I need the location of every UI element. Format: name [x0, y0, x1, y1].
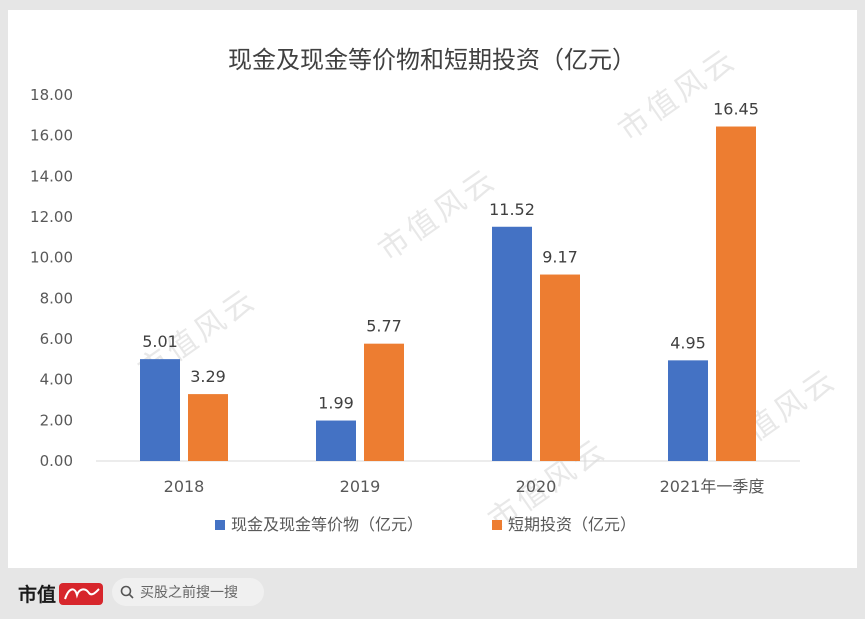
bar: [492, 226, 532, 461]
bar: [140, 359, 180, 461]
x-tick-label: 2021年一季度: [660, 477, 765, 496]
data-label: 9.17: [542, 248, 578, 267]
y-tick-label: 8.00: [40, 289, 73, 307]
y-tick-label: 12.00: [30, 208, 73, 226]
footer-bar: 市值 买股之前搜一搜: [0, 568, 865, 619]
bar: [316, 420, 356, 461]
x-tick-label: 2018: [164, 477, 205, 496]
bar: [668, 360, 708, 461]
bar-chart: 现金及现金等价物和短期投资（亿元） 0.00 2.00 4.00 6.00 8.00 10.…: [30, 46, 800, 534]
bar: [716, 126, 756, 462]
bar: [540, 274, 580, 461]
data-label: 4.95: [670, 333, 706, 352]
brand[interactable]: 市值: [18, 580, 104, 607]
x-tick-label: 2020: [516, 477, 557, 496]
y-tick-label: 14.00: [30, 167, 73, 185]
brand-name: 市值: [18, 584, 57, 606]
data-label: 11.52: [489, 200, 535, 219]
y-tick-label: 10.00: [30, 249, 73, 267]
search-icon: [120, 585, 134, 599]
x-tick-label: 2019: [340, 477, 381, 496]
data-label: 3.29: [190, 367, 226, 386]
bar: [364, 343, 404, 461]
data-label: 1.99: [318, 394, 354, 413]
search-placeholder: 买股之前搜一搜: [140, 585, 238, 601]
legend-label: 短期投资（亿元）: [508, 515, 636, 534]
bar: [188, 394, 228, 461]
legend-swatch: [492, 520, 502, 530]
chart-card: 市值风云 市值风云 市值风云 市值风云 市值风云 现金及现金等价物和短期投资（亿…: [8, 10, 857, 568]
legend-label: 现金及现金等价物（亿元）: [231, 515, 423, 534]
y-tick-label: 18.00: [30, 86, 73, 104]
y-tick-label: 0.00: [40, 452, 73, 470]
data-label: 5.77: [366, 317, 402, 336]
data-label: 16.45: [713, 100, 759, 119]
y-tick-label: 2.00: [40, 411, 73, 429]
search-box[interactable]: 买股之前搜一搜: [112, 578, 264, 606]
legend-swatch: [215, 520, 225, 530]
y-tick-label: 6.00: [40, 330, 73, 348]
data-label: 5.01: [142, 332, 178, 351]
chart-title: 现金及现金等价物和短期投资（亿元）: [228, 46, 636, 74]
y-tick-label: 4.00: [40, 371, 73, 389]
brand-logo: [59, 582, 104, 605]
y-tick-label: 16.00: [30, 127, 73, 145]
